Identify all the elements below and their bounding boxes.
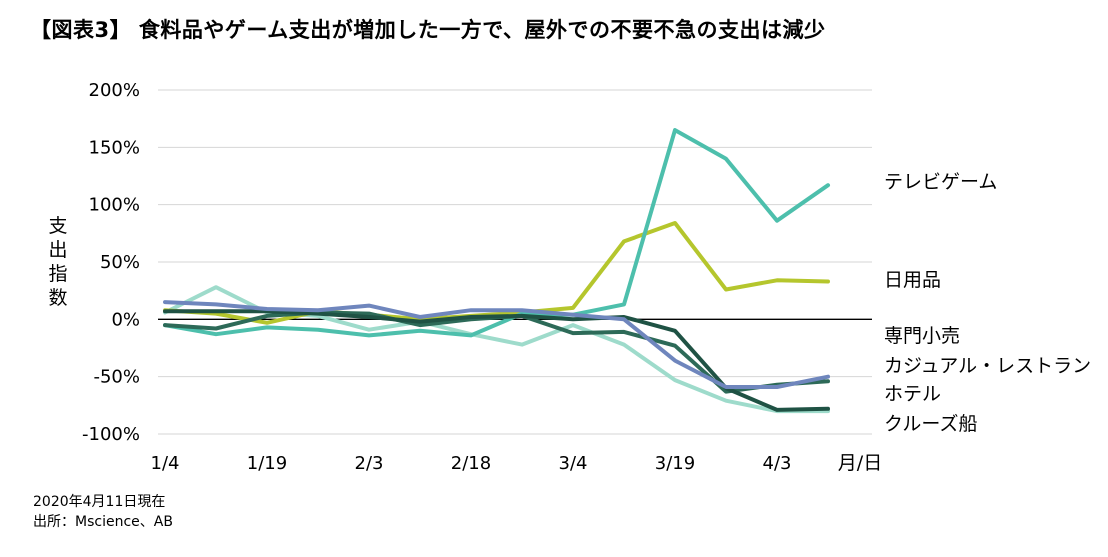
x-axis-label: 月/日 xyxy=(838,452,882,474)
series-label: カジュアル・レストラン xyxy=(884,355,1091,377)
y-tick-label: 100% xyxy=(89,195,140,216)
series-label: 専門小売 xyxy=(884,325,960,347)
y-tick-label: 50% xyxy=(100,252,140,273)
y-axis-label: 支出指数 xyxy=(48,215,67,309)
series-label: 日用品 xyxy=(884,269,941,291)
y-tick-label: -100% xyxy=(82,424,140,445)
series-label: テレビゲーム xyxy=(884,171,997,193)
x-tick-label: 1/4 xyxy=(151,453,180,474)
series-line-4 xyxy=(163,309,830,412)
x-axis-tick-labels: 1/4 1/19 2/3 2/18 3/4 3/19 4/3 xyxy=(151,453,792,474)
x-tick-label: 2/18 xyxy=(451,453,491,474)
series-line-0 xyxy=(163,128,830,338)
x-tick-label: 1/19 xyxy=(247,453,287,474)
y-axis-tick-labels: -100% -50% 0% 50% 100% 150% 200% xyxy=(82,80,140,445)
x-tick-label: 2/3 xyxy=(355,453,384,474)
series-line-2 xyxy=(163,300,830,389)
y-tick-label: 150% xyxy=(89,137,140,158)
y-tick-label: -50% xyxy=(93,367,140,388)
x-tick-label: 4/3 xyxy=(763,453,792,474)
series-lines xyxy=(163,128,830,414)
x-tick-label: 3/19 xyxy=(655,453,695,474)
chart-title: 【図表3】 食料品やゲーム支出が増加した一方で、屋外での不要不急の支出は減少 xyxy=(30,18,826,42)
series-label: クルーズ船 xyxy=(884,413,977,435)
x-tick-label: 3/4 xyxy=(559,453,588,474)
series-label: ホテル xyxy=(884,383,941,405)
footnote-date: 2020年4月11日現在 xyxy=(33,494,166,510)
grid-lines xyxy=(158,89,872,435)
series-line-1 xyxy=(163,221,830,325)
y-tick-label: 200% xyxy=(89,80,140,101)
footnote-source: 出所：Mscience、AB xyxy=(33,514,173,530)
y-tick-label: 0% xyxy=(111,309,140,330)
